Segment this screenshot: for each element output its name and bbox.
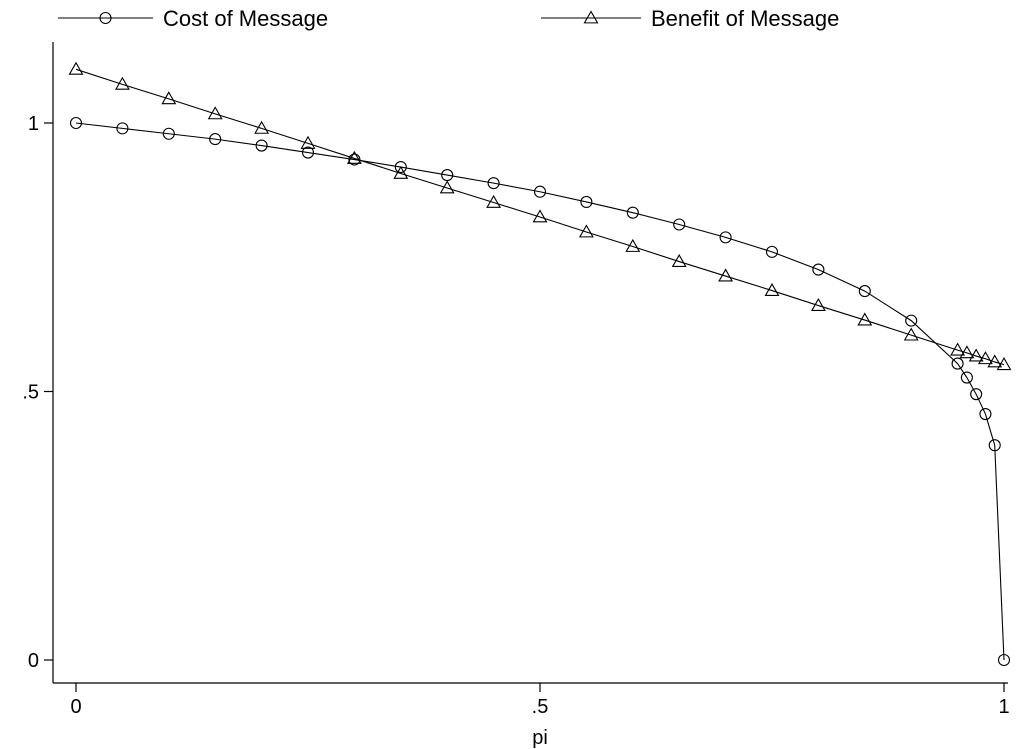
data-point xyxy=(346,150,362,164)
data-point xyxy=(68,61,84,75)
data-point xyxy=(254,120,270,134)
data-point xyxy=(439,180,455,194)
data-point xyxy=(393,165,409,179)
data-point xyxy=(487,177,500,190)
data-point xyxy=(951,357,964,370)
data-point xyxy=(960,371,973,384)
data-point xyxy=(979,408,992,421)
data-point xyxy=(348,153,361,166)
data-point xyxy=(718,268,734,282)
legend-label: Cost of Message xyxy=(163,6,328,31)
data-point xyxy=(209,133,222,146)
data-point xyxy=(626,206,639,219)
data-point xyxy=(858,285,871,298)
data-point xyxy=(578,224,594,238)
x-tick-label: .5 xyxy=(532,696,549,718)
data-point xyxy=(301,146,315,159)
legend-label: Benefit of Message xyxy=(651,6,839,31)
data-point xyxy=(997,653,1011,667)
plot-area xyxy=(68,61,1012,667)
data-point xyxy=(810,297,826,312)
x-tick-label: 0 xyxy=(70,696,81,718)
data-point xyxy=(207,106,223,120)
data-point xyxy=(905,314,918,327)
y-tick-label: .5 xyxy=(22,382,39,404)
data-point xyxy=(857,312,873,326)
data-point xyxy=(970,388,983,401)
data-point xyxy=(959,345,975,359)
data-point xyxy=(671,253,687,267)
legend-item: Cost of Message xyxy=(58,6,328,31)
data-point xyxy=(394,160,407,174)
data-point xyxy=(719,231,732,244)
y-tick-label: 0 xyxy=(28,650,39,672)
data-point xyxy=(580,195,593,208)
data-point xyxy=(812,263,825,276)
data-point xyxy=(977,351,993,365)
data-point xyxy=(114,76,130,90)
data-point xyxy=(533,185,547,198)
series-line xyxy=(75,68,1005,366)
data-point xyxy=(673,218,686,231)
axes: 0 .5 1 0 .5 1 pi xyxy=(22,42,1010,749)
data-point xyxy=(903,327,919,341)
data-point xyxy=(69,116,83,130)
data-point xyxy=(988,439,1001,452)
data-point xyxy=(161,91,177,105)
series-cost-of-message xyxy=(69,116,1011,667)
x-axis-title: pi xyxy=(532,727,548,749)
x-tick-label: 1 xyxy=(998,696,1009,718)
data-point xyxy=(532,209,548,223)
legend-marker xyxy=(99,11,112,25)
series-benefit-of-message xyxy=(68,61,1012,371)
data-point xyxy=(765,245,779,258)
data-point xyxy=(968,348,984,362)
legend-marker xyxy=(583,10,599,24)
data-point xyxy=(486,194,502,208)
y-tick-label: 1 xyxy=(28,113,39,135)
data-point xyxy=(116,122,129,135)
data-point xyxy=(950,342,966,356)
data-point xyxy=(255,139,268,152)
data-point xyxy=(300,135,316,149)
data-point xyxy=(625,238,641,252)
data-point xyxy=(162,127,175,140)
series-line xyxy=(75,122,1005,661)
data-point xyxy=(764,282,780,296)
data-point xyxy=(987,354,1003,368)
legend-item: Benefit of Message xyxy=(541,6,839,31)
data-point xyxy=(996,357,1012,371)
legend: Cost of Message Benefit of Message xyxy=(58,6,839,31)
